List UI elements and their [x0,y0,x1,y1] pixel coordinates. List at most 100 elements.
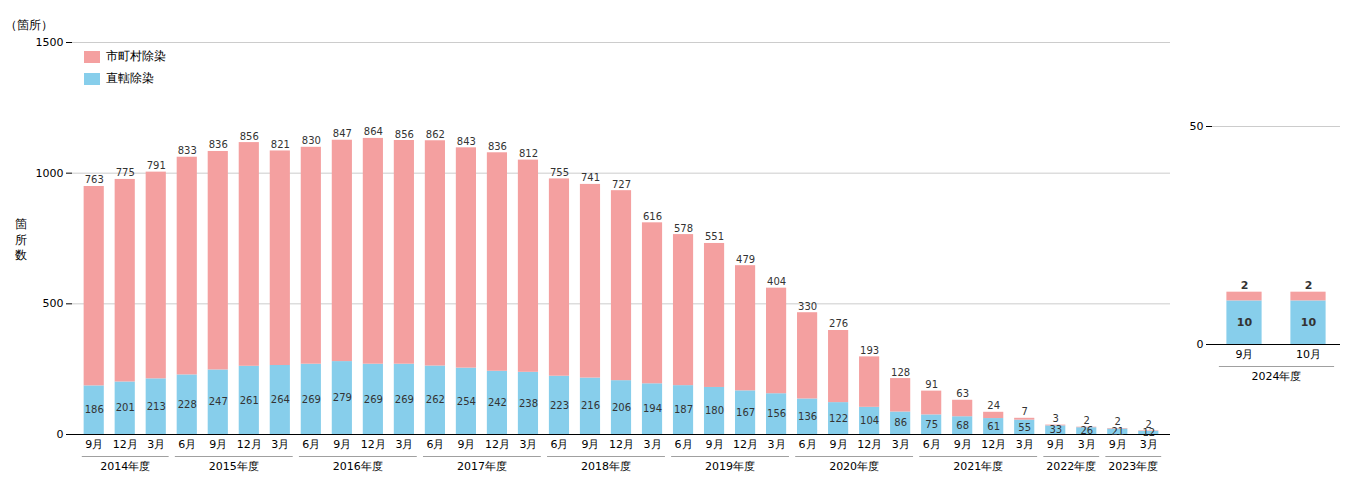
svg-text:156: 156 [767,408,786,419]
svg-text:2: 2 [1115,416,1121,427]
svg-text:843: 843 [457,136,476,147]
svg-text:276: 276 [829,318,848,329]
svg-text:122: 122 [829,413,848,424]
svg-text:2015年度: 2015年度 [209,460,259,473]
svg-text:856: 856 [240,131,259,142]
svg-text:238: 238 [519,398,538,409]
svg-text:2014年度: 2014年度 [100,460,150,473]
svg-text:61: 61 [987,421,1000,432]
svg-text:330: 330 [798,301,817,312]
svg-text:830: 830 [302,135,321,146]
svg-text:9月: 9月 [830,438,848,451]
svg-text:3月: 3月 [892,438,910,451]
svg-text:836: 836 [209,139,228,150]
svg-text:404: 404 [767,276,786,287]
svg-text:3月: 3月 [271,438,289,451]
svg-text:9月: 9月 [209,438,227,451]
svg-text:6月: 6月 [302,438,320,451]
svg-text:3月: 3月 [519,438,537,451]
svg-text:0: 0 [1197,338,1204,351]
svg-text:12月: 12月 [237,438,262,451]
svg-text:2: 2 [1084,415,1090,426]
svg-text:6月: 6月 [799,438,817,451]
svg-text:9月: 9月 [581,438,599,451]
svg-text:91: 91 [925,379,938,390]
svg-text:847: 847 [333,128,352,139]
svg-text:216: 216 [581,400,600,411]
svg-text:68: 68 [956,420,969,431]
svg-text:0: 0 [57,428,64,441]
svg-text:75: 75 [925,419,938,430]
svg-text:9月: 9月 [457,438,475,451]
svg-text:9月: 9月 [706,438,724,451]
svg-text:261: 261 [240,395,259,406]
svg-text:2: 2 [1146,419,1152,430]
svg-text:3月: 3月 [768,438,786,451]
svg-text:2020年度: 2020年度 [829,460,879,473]
svg-text:180: 180 [705,405,724,416]
svg-text:2016年度: 2016年度 [333,460,383,473]
svg-text:2023年度: 2023年度 [1108,460,1158,473]
svg-text:791: 791 [147,160,166,171]
svg-text:201: 201 [116,402,135,413]
svg-text:194: 194 [643,403,662,414]
svg-text:3: 3 [1053,413,1059,424]
svg-text:12月: 12月 [361,438,386,451]
svg-text:247: 247 [209,396,228,407]
svg-text:3月: 3月 [1140,438,1158,451]
svg-text:128: 128 [891,367,910,378]
svg-text:9月: 9月 [85,438,103,451]
svg-text:856: 856 [395,129,414,140]
svg-text:86: 86 [894,417,907,428]
svg-text:833: 833 [178,145,197,156]
svg-text:6月: 6月 [550,438,568,451]
svg-text:3月: 3月 [1016,438,1034,451]
svg-text:551: 551 [705,231,724,242]
svg-text:9月: 9月 [954,438,972,451]
svg-text:167: 167 [736,407,755,418]
svg-text:6月: 6月 [426,438,444,451]
svg-text:104: 104 [860,415,879,426]
svg-text:12月: 12月 [609,438,634,451]
svg-text:2022年度: 2022年度 [1046,460,1096,473]
svg-text:279: 279 [333,392,352,403]
svg-text:262: 262 [426,394,445,405]
svg-text:862: 862 [426,129,445,140]
svg-text:33: 33 [1049,424,1062,435]
svg-text:254: 254 [457,396,476,407]
svg-text:63: 63 [956,388,969,399]
svg-text:264: 264 [271,394,290,405]
svg-text:578: 578 [674,223,693,234]
svg-text:12月: 12月 [113,438,138,451]
svg-text:9月: 9月 [1047,438,1065,451]
svg-text:3月: 3月 [395,438,413,451]
svg-text:479: 479 [736,254,755,265]
svg-text:10: 10 [1237,316,1253,329]
svg-text:269: 269 [395,394,414,405]
svg-text:186: 186 [85,404,104,415]
svg-text:206: 206 [612,402,631,413]
svg-text:821: 821 [271,139,290,150]
svg-text:2019年度: 2019年度 [705,460,755,473]
svg-text:6月: 6月 [178,438,196,451]
svg-text:228: 228 [178,399,197,410]
svg-text:12月: 12月 [981,438,1006,451]
svg-text:9月: 9月 [333,438,351,451]
svg-text:（箇所）: （箇所） [5,18,53,32]
svg-text:727: 727 [612,179,631,190]
svg-text:2: 2 [1241,279,1249,292]
svg-text:55: 55 [1018,422,1031,433]
svg-text:775: 775 [116,167,135,178]
svg-text:755: 755 [550,167,569,178]
svg-text:269: 269 [364,394,383,405]
svg-text:1000: 1000 [36,167,64,180]
svg-text:6月: 6月 [923,438,941,451]
svg-text:763: 763 [85,174,104,185]
svg-text:12月: 12月 [733,438,758,451]
svg-text:2024年度: 2024年度 [1252,370,1302,383]
svg-text:12月: 12月 [485,438,510,451]
svg-text:24: 24 [987,400,1000,411]
svg-text:3月: 3月 [644,438,662,451]
svg-text:616: 616 [643,211,662,222]
svg-text:3月: 3月 [1078,438,1096,451]
